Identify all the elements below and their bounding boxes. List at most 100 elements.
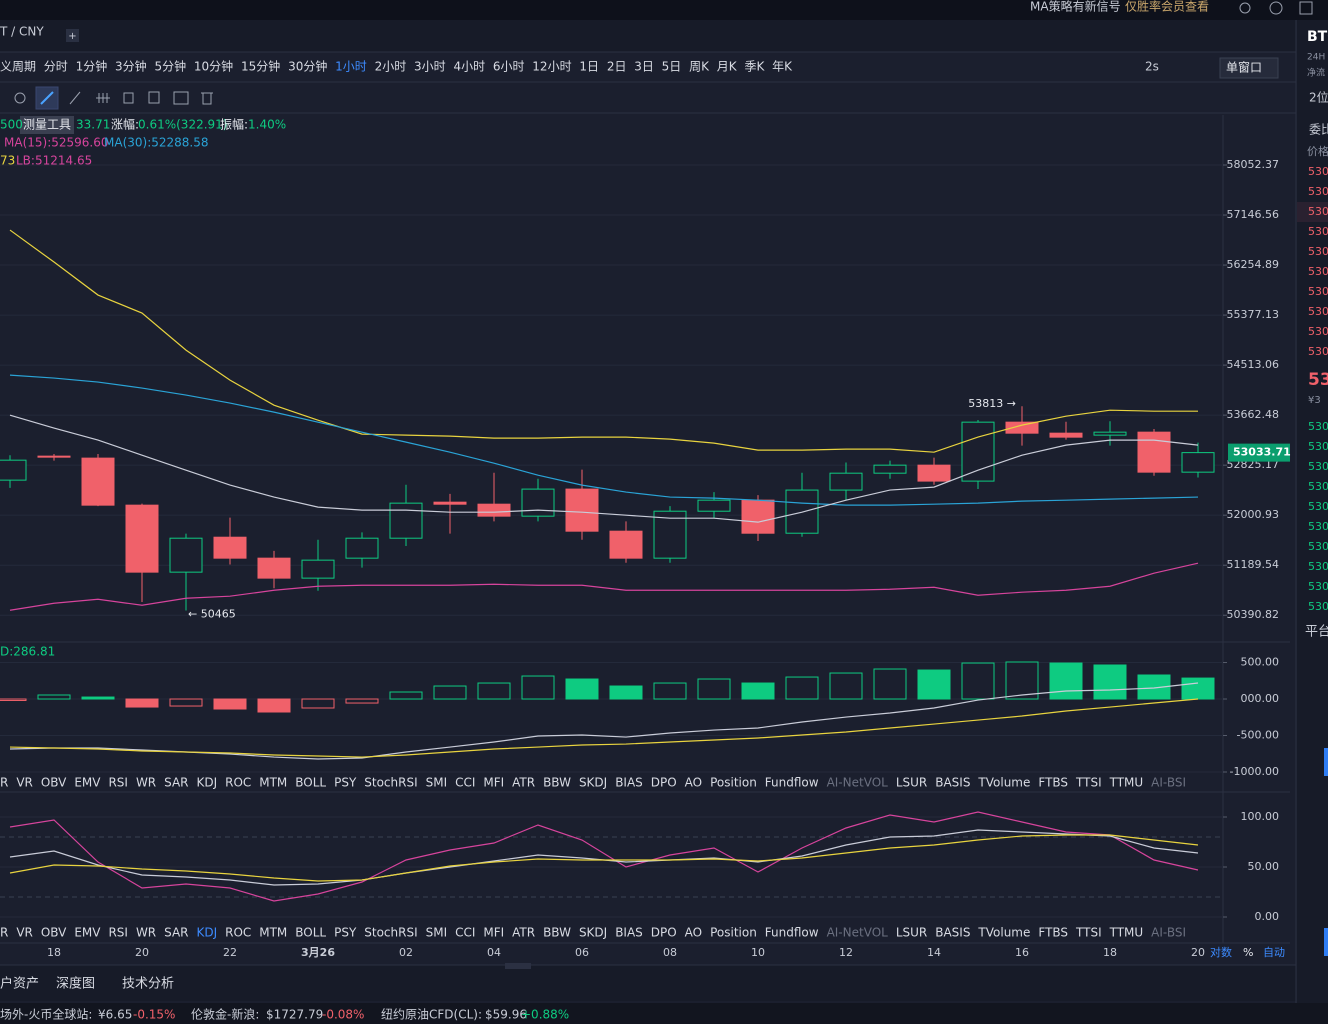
indicator-tab[interactable]: BIAS: [615, 776, 643, 790]
indicator-tab[interactable]: SKDJ: [579, 776, 607, 790]
indicator-tab[interactable]: StochRSI: [364, 776, 417, 790]
bottom-tab[interactable]: 户资产: [0, 976, 39, 992]
scroll-thumb[interactable]: [1324, 928, 1328, 956]
indicator-tab[interactable]: TVolume: [977, 926, 1030, 940]
indicator-tab[interactable]: OBV: [41, 776, 67, 790]
indicator-tab[interactable]: Fundflow: [765, 776, 819, 790]
period[interactable]: 月K: [717, 60, 738, 74]
indicator-tab[interactable]: BBW: [543, 776, 571, 790]
indicator-tab[interactable]: SMI: [426, 776, 448, 790]
indicator-tab[interactable]: BIAS: [615, 926, 643, 940]
indicator-tab[interactable]: SAR: [164, 776, 188, 790]
indicator-tab[interactable]: FTBS: [1038, 776, 1068, 790]
tool[interactable]: [69, 91, 81, 105]
indicator-tab[interactable]: WR: [136, 926, 156, 940]
indicator-tab[interactable]: KDJ: [196, 776, 217, 790]
indicator-tab[interactable]: TTSI: [1075, 926, 1102, 940]
period[interactable]: 季K: [744, 60, 765, 74]
indicator-tab[interactable]: SAR: [164, 926, 188, 940]
tool[interactable]: [14, 92, 26, 104]
indicator-tab[interactable]: CCI: [455, 926, 475, 940]
indicator-tab[interactable]: EMV: [74, 776, 101, 790]
period[interactable]: 5日: [662, 60, 682, 74]
indicator-tab[interactable]: EMV: [74, 926, 101, 940]
indicator-tab[interactable]: Position: [710, 776, 757, 790]
indicator-tab[interactable]: PSY: [334, 926, 357, 940]
indicator-tab[interactable]: VR: [16, 776, 33, 790]
indicator-tab[interactable]: R: [0, 776, 8, 790]
period[interactable]: 1小时: [335, 60, 367, 74]
add-tab[interactable]: [66, 29, 79, 42]
indicator-tab[interactable]: BOLL: [295, 776, 326, 790]
period[interactable]: 30分钟: [288, 59, 327, 74]
indicator-tab[interactable]: KDJ: [196, 926, 217, 940]
bottom-tab[interactable]: 技术分析: [122, 977, 174, 992]
indicator-tab[interactable]: OBV: [41, 926, 67, 940]
axis-control[interactable]: %: [1243, 946, 1253, 959]
indicator-tab[interactable]: WR: [136, 776, 156, 790]
indicator-tab[interactable]: BBW: [543, 926, 571, 940]
period[interactable]: 15分钟: [241, 59, 280, 74]
period[interactable]: 分时: [44, 60, 68, 74]
window-label[interactable]: 单窗口: [1226, 61, 1262, 75]
indicator-tab[interactable]: LSUR: [896, 776, 927, 790]
window-select[interactable]: [1219, 57, 1279, 79]
indicator-tab[interactable]: AI-NetVOL: [827, 776, 889, 790]
indicator-tab[interactable]: AO: [685, 926, 702, 940]
indicator-tab[interactable]: SMI: [426, 926, 448, 940]
indicator-tab[interactable]: ATR: [512, 926, 535, 940]
period[interactable]: 6小时: [493, 60, 525, 74]
period[interactable]: 5分钟: [154, 59, 186, 74]
tool[interactable]: [96, 93, 110, 103]
indicator-tab[interactable]: StochRSI: [364, 926, 417, 940]
indicator-tab[interactable]: RSI: [108, 776, 128, 790]
gift-icon[interactable]: [1299, 1, 1313, 15]
indicator-tab[interactable]: BASIS: [935, 776, 970, 790]
period[interactable]: 3日: [634, 60, 654, 74]
indicator-tab[interactable]: VR: [16, 926, 33, 940]
indicator-tab[interactable]: DPO: [651, 926, 677, 940]
indicator-tab[interactable]: FTBS: [1038, 926, 1068, 940]
indicator-tab[interactable]: DPO: [651, 776, 677, 790]
tool[interactable]: [123, 92, 134, 104]
indicator-tab[interactable]: ROC: [225, 776, 251, 790]
interval[interactable]: 2s: [1145, 60, 1159, 74]
indicator-tab[interactable]: TVolume: [977, 776, 1030, 790]
period[interactable]: 2日: [607, 60, 627, 74]
collapse-handle[interactable]: [505, 963, 531, 969]
period[interactable]: 义周期: [0, 60, 36, 74]
indicator-tab[interactable]: SKDJ: [579, 926, 607, 940]
tool[interactable]: [148, 91, 160, 104]
axis-control[interactable]: 自动: [1263, 946, 1285, 959]
indicator-tab[interactable]: CCI: [455, 776, 475, 790]
indicator-tab[interactable]: MTM: [259, 926, 287, 940]
indicator-tab[interactable]: PSY: [334, 776, 357, 790]
indicator-tab[interactable]: LSUR: [896, 926, 927, 940]
period[interactable]: 3分钟: [115, 59, 147, 74]
period[interactable]: 1分钟: [76, 59, 108, 74]
period[interactable]: 12小时: [532, 60, 571, 74]
indicator-tab[interactable]: MFI: [483, 926, 504, 940]
indicator-tab[interactable]: Fundflow: [765, 926, 819, 940]
indicator-tab[interactable]: TTMU: [1109, 926, 1144, 940]
indicator-tab[interactable]: AI-BSI: [1151, 776, 1186, 790]
indicator-tab[interactable]: MFI: [483, 776, 504, 790]
indicator-tab[interactable]: ROC: [225, 926, 251, 940]
tool[interactable]: [173, 91, 189, 105]
indicator-tab[interactable]: TTMU: [1109, 776, 1144, 790]
bell-icon[interactable]: [1239, 2, 1251, 14]
indicator-tab[interactable]: AI-BSI: [1151, 926, 1186, 940]
period[interactable]: 周K: [689, 60, 710, 74]
indicator-tab[interactable]: ATR: [512, 776, 535, 790]
axis-control[interactable]: 对数: [1210, 945, 1232, 959]
search-icon[interactable]: [1269, 1, 1283, 15]
signal-text[interactable]: MA策略有新信号: [1030, 0, 1121, 14]
period[interactable]: 2小时: [375, 60, 407, 74]
indicator-tab[interactable]: TTSI: [1075, 776, 1102, 790]
indicator-tab[interactable]: RSI: [108, 926, 128, 940]
period[interactable]: 3小时: [414, 60, 446, 74]
period[interactable]: 10分钟: [194, 59, 233, 74]
indicator-tab[interactable]: BOLL: [295, 926, 326, 940]
vip-text[interactable]: 仅胜率会员查看: [1125, 0, 1209, 14]
tool[interactable]: [201, 92, 213, 105]
